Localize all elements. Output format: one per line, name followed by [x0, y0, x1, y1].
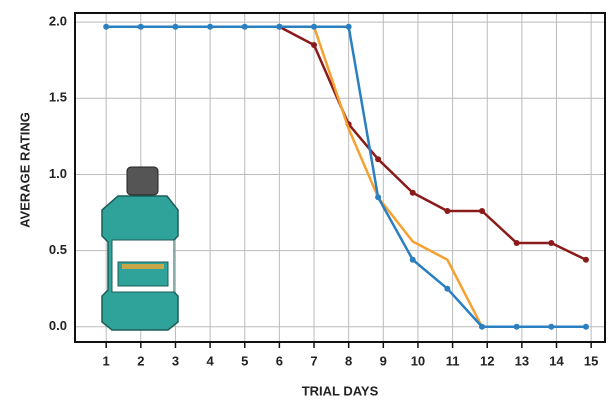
- plot-frame: [74, 12, 606, 343]
- series-point: [548, 323, 555, 330]
- x-tick-label: 7: [310, 353, 317, 368]
- series-point: [137, 23, 144, 30]
- x-tick-label: 12: [480, 353, 494, 368]
- series-point: [582, 323, 589, 330]
- series-point: [172, 23, 179, 30]
- x-tick-label: 5: [241, 353, 248, 368]
- x-tick-label: 4: [206, 353, 214, 368]
- x-tick-label: 9: [380, 353, 387, 368]
- x-tick-label: 6: [276, 353, 283, 368]
- series-line: [106, 25, 586, 329]
- x-tick-label: 1: [103, 353, 110, 368]
- y-tick-label: 0.0: [49, 318, 67, 333]
- x-tick-label: 15: [584, 353, 598, 368]
- series-point: [311, 41, 318, 48]
- series-point: [582, 256, 589, 263]
- series-point: [103, 23, 110, 30]
- y-axis-label: AVERAGE RATING: [17, 112, 32, 228]
- series-point: [409, 256, 416, 263]
- x-tick-label: 3: [172, 353, 179, 368]
- series-point: [409, 189, 416, 196]
- series-point: [375, 194, 382, 201]
- x-tick-label: 13: [515, 353, 529, 368]
- series-point: [444, 208, 451, 215]
- series-point: [207, 23, 214, 30]
- series-line: [312, 26, 484, 328]
- y-tick-label: 0.5: [49, 242, 67, 257]
- x-axis-label: TRIAL DAYS: [302, 383, 379, 398]
- x-tick-label: 14: [549, 353, 564, 368]
- series-point: [311, 23, 318, 30]
- bottle-icon: [101, 166, 179, 331]
- x-tick-label: 10: [411, 353, 425, 368]
- series-point: [444, 285, 451, 292]
- x-tick-label: 8: [345, 353, 352, 368]
- series-point: [345, 23, 352, 30]
- y-tick-label: 1.5: [49, 90, 67, 105]
- series-point: [479, 208, 486, 215]
- series-point: [513, 239, 520, 246]
- series-point: [241, 23, 248, 30]
- x-tick-label: 11: [446, 353, 460, 368]
- y-tick-label: 1.0: [49, 166, 67, 181]
- series-point: [479, 323, 486, 330]
- x-tick-label: 2: [137, 353, 144, 368]
- series-point: [548, 239, 555, 246]
- series-point: [276, 23, 283, 30]
- series-line: [278, 25, 587, 261]
- series-point: [375, 156, 382, 163]
- series-point: [513, 323, 520, 330]
- y-tick-label: 2.0: [49, 14, 67, 29]
